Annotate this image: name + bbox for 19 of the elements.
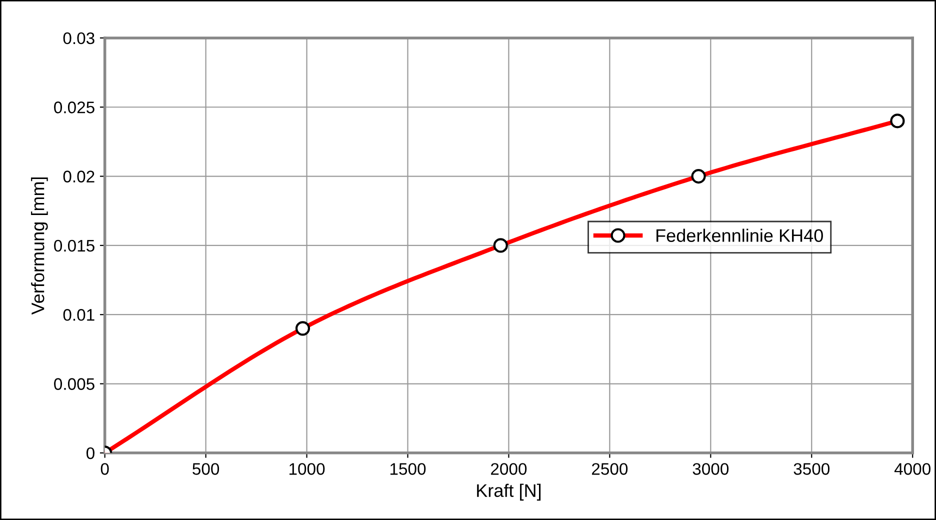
x-tick-label: 4000 — [894, 463, 930, 475]
x-tick-label: 3000 — [692, 463, 729, 475]
x-tick-label: 3500 — [794, 463, 830, 475]
y-tick-label: 0.01 — [63, 309, 94, 321]
x-tick-label: 1000 — [290, 463, 325, 475]
y-tick-label: 0 — [86, 447, 94, 460]
y-tick-label: 0.005 — [54, 378, 94, 390]
legend-label: Federkennlinie KH40 — [656, 228, 823, 242]
x-tick-label: 2500 — [592, 463, 628, 475]
x-axis-title: Kraft [N] — [477, 484, 541, 501]
y-tick-label: 0.015 — [54, 240, 94, 252]
y-axis-title: Verformung [mm] — [31, 177, 48, 315]
x-tick-label: 1500 — [390, 463, 426, 475]
y-tick-label: 0.02 — [63, 170, 94, 182]
x-tick-label: 0 — [100, 463, 109, 475]
x-tick-label: 500 — [192, 463, 220, 475]
y-tick-label: 0.03 — [63, 32, 94, 44]
x-tick-label: 2000 — [491, 463, 527, 475]
y-tick-label: 0.025 — [54, 102, 94, 114]
